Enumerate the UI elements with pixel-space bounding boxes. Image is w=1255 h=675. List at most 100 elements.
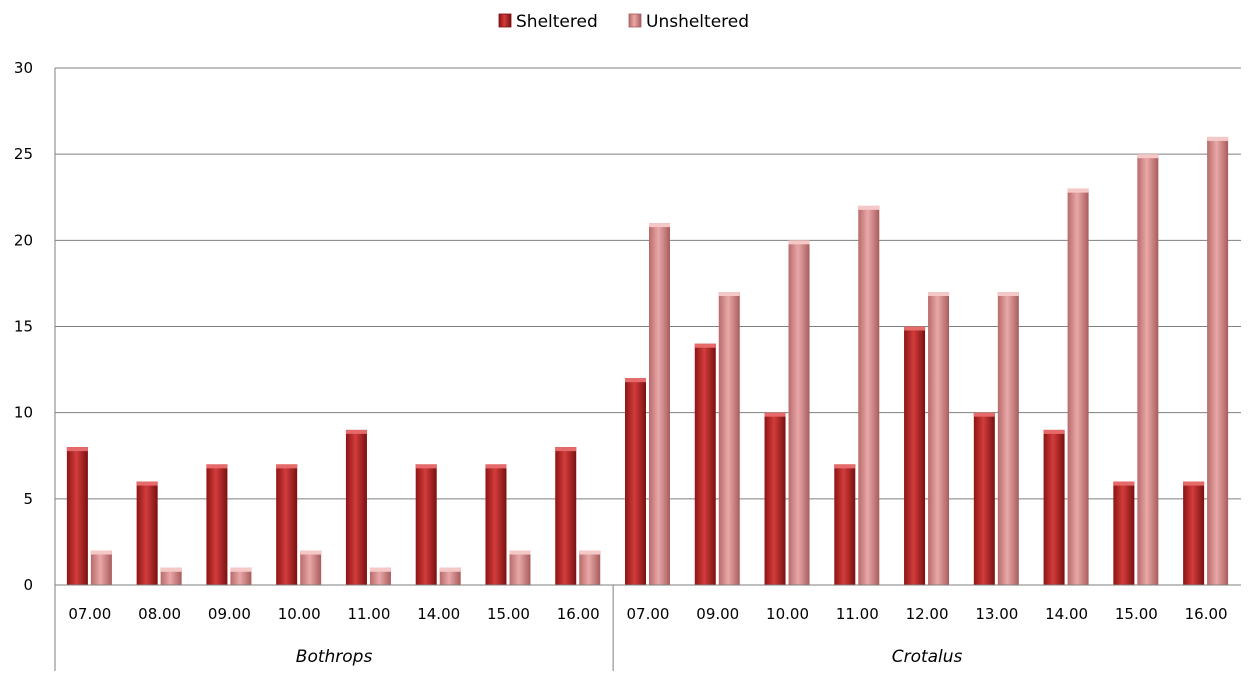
x-tick-label: 11.00 <box>836 605 879 623</box>
bar-cap-unsheltered <box>997 292 1019 297</box>
bar-sheltered <box>694 343 716 585</box>
x-tick-label: 09.00 <box>208 605 251 623</box>
bar-unsheltered <box>369 567 391 585</box>
bar-unsheltered <box>858 205 880 585</box>
bar-sheltered <box>1043 429 1065 585</box>
x-tick-label: 10.00 <box>766 605 809 623</box>
x-tick-label: 09.00 <box>696 605 739 623</box>
bar-unsheltered <box>649 223 670 585</box>
bar-sheltered <box>1113 481 1135 585</box>
y-tick-label: 0 <box>23 576 33 594</box>
x-axis: 07.00 08.00 09.00 10.00 11.00 14.00 15.00 16.00… <box>55 584 1241 671</box>
bar-cap-sheltered <box>625 378 646 383</box>
x-tick-label: 15.00 <box>1115 605 1158 623</box>
bar-unsheltered <box>579 550 601 585</box>
bar-cap-sheltered <box>1183 481 1205 486</box>
bar-cap-unsheltered <box>718 292 740 297</box>
bar-cap-unsheltered <box>928 292 950 297</box>
bar-sheltered <box>415 464 437 585</box>
group-label: Crotalus <box>892 647 963 667</box>
bar-cap-sheltered <box>136 481 158 486</box>
bar-unsheltered <box>90 550 112 585</box>
bar-unsheltered <box>788 240 810 586</box>
bar-cap-sheltered <box>694 343 716 348</box>
y-tick-label: 25 <box>14 145 33 163</box>
gridlines <box>55 67 1241 500</box>
y-tick-label: 30 <box>14 59 33 77</box>
bar-cap-unsheltered <box>509 550 531 555</box>
bar-sheltered <box>1183 481 1205 585</box>
y-tick-label: 5 <box>23 490 33 508</box>
legend-label-sheltered: Sheltered <box>516 12 598 32</box>
x-tick-label: 13.00 <box>975 605 1018 623</box>
legend-label-unsheltered: Unsheltered <box>646 12 749 32</box>
bar-unsheltered <box>509 550 531 585</box>
bar-cap-unsheltered <box>160 567 182 572</box>
y-tick-label: 20 <box>14 231 33 249</box>
y-tick-label: 15 <box>14 318 33 336</box>
bar-cap-unsheltered <box>1207 136 1229 141</box>
bar-sheltered <box>555 447 577 585</box>
x-tick-label: 15.00 <box>487 605 530 623</box>
x-tick-label: 10.00 <box>278 605 321 623</box>
bar-cap-unsheltered <box>230 567 252 572</box>
y-tick-label: 10 <box>14 404 33 422</box>
bar-cap-unsheltered <box>439 567 461 572</box>
bar-sheltered <box>345 429 367 585</box>
bar-cap-unsheltered <box>369 567 391 572</box>
bar-cap-sheltered <box>764 412 786 417</box>
x-tick-label: 16.00 <box>557 605 600 623</box>
group-label: Bothrops <box>296 647 373 667</box>
bar-sheltered <box>485 464 507 585</box>
bar-unsheltered <box>439 567 461 585</box>
bar-sheltered <box>206 464 228 585</box>
bar-sheltered <box>764 412 786 585</box>
x-tick-label: 07.00 <box>68 605 111 623</box>
bar-cap-unsheltered <box>1137 154 1159 159</box>
bar-cap-sheltered <box>1043 429 1065 434</box>
bar-sheltered <box>834 464 856 585</box>
legend: Sheltered Unsheltered <box>498 12 749 32</box>
bars <box>66 136 1229 586</box>
bar-unsheltered <box>718 292 740 585</box>
bar-cap-sheltered <box>206 464 228 469</box>
bar-sheltered <box>276 464 298 585</box>
bar-unsheltered <box>160 567 182 585</box>
bar-cap-sheltered <box>485 464 507 469</box>
bar-cap-sheltered <box>904 326 926 331</box>
x-tick-label: 07.00 <box>627 605 670 623</box>
x-tick-label: 11.00 <box>347 605 390 623</box>
bar-cap-sheltered <box>345 429 367 434</box>
bar-unsheltered <box>1137 154 1159 585</box>
bar-cap-unsheltered <box>1067 188 1089 193</box>
bar-sheltered <box>625 378 646 585</box>
bar-unsheltered <box>1207 136 1229 585</box>
bar-cap-unsheltered <box>300 550 322 555</box>
x-tick-label: 14.00 <box>417 605 460 623</box>
bar-unsheltered <box>1067 188 1089 585</box>
bar-unsheltered <box>230 567 252 585</box>
bar-cap-sheltered <box>973 412 995 417</box>
legend-swatch-unsheltered <box>628 13 642 28</box>
bar-cap-sheltered <box>1113 481 1135 486</box>
bar-cap-unsheltered <box>90 550 112 555</box>
x-tick-label: 14.00 <box>1045 605 1088 623</box>
bar-cap-sheltered <box>66 447 88 452</box>
legend-swatch-sheltered <box>498 13 512 28</box>
bar-sheltered <box>973 412 995 585</box>
x-tick-label: 12.00 <box>906 605 949 623</box>
bar-sheltered <box>66 447 88 585</box>
x-tick-label: 16.00 <box>1185 605 1228 623</box>
bar-cap-unsheltered <box>579 550 601 555</box>
bar-sheltered <box>136 481 158 585</box>
bar-unsheltered <box>300 550 322 585</box>
bar-cap-unsheltered <box>649 223 670 228</box>
bar-cap-sheltered <box>555 447 577 452</box>
bar-cap-sheltered <box>276 464 298 469</box>
x-tick-label: 08.00 <box>138 605 181 623</box>
bar-unsheltered <box>928 292 950 585</box>
bar-sheltered <box>904 326 926 585</box>
y-axis: 0 5 10 15 20 25 30 <box>14 59 56 671</box>
